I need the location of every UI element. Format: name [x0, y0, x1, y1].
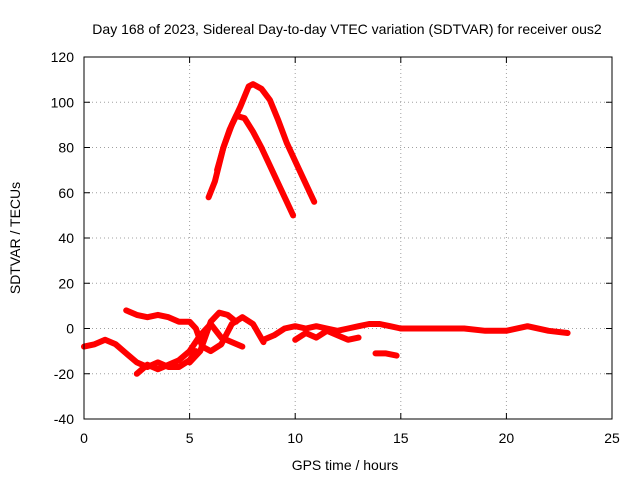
- y-tick-label: 60: [58, 185, 74, 201]
- x-axis-label: GPS time / hours: [292, 457, 399, 473]
- y-tick-label: 80: [58, 140, 74, 156]
- y-tick-label: 100: [51, 94, 75, 110]
- series-line-arc-low-4: [186, 309, 240, 366]
- x-tick-label: 20: [499, 430, 515, 446]
- x-tick-label: 25: [604, 430, 620, 446]
- series-line-arc-low-6: [292, 327, 362, 343]
- x-tick-label: 15: [393, 430, 409, 446]
- y-axis-label: SDTVAR / TECUs: [7, 182, 23, 294]
- series-line-arc-low-3: [133, 321, 246, 377]
- series-line-arc-low-8: [397, 323, 571, 336]
- y-tick-label: 0: [66, 321, 74, 337]
- x-tick-label: 0: [80, 430, 88, 446]
- y-tick-label: -20: [54, 366, 74, 382]
- series-line-arc-low-2: [123, 307, 267, 355]
- data-series: [81, 81, 571, 377]
- y-tick-label: 40: [58, 230, 74, 246]
- series-line-arc-low-1: [81, 336, 199, 370]
- x-tick-label: 10: [287, 430, 303, 446]
- series-line-arc-high-2: [214, 112, 297, 219]
- series-line-arc-low-5: [260, 321, 404, 343]
- chart-title: Day 168 of 2023, Sidereal Day-to-day VTE…: [92, 21, 602, 37]
- y-tick-label: -40: [54, 411, 74, 427]
- axis-ticks: 0 5 10 15 20 25 -40 -20 0 20 40 60 80 100 120: [51, 49, 620, 446]
- y-tick-label: 20: [58, 275, 74, 291]
- series-line-arc-low-7: [372, 350, 400, 359]
- y-tick-label: 120: [51, 49, 75, 65]
- x-tick-label: 5: [186, 430, 194, 446]
